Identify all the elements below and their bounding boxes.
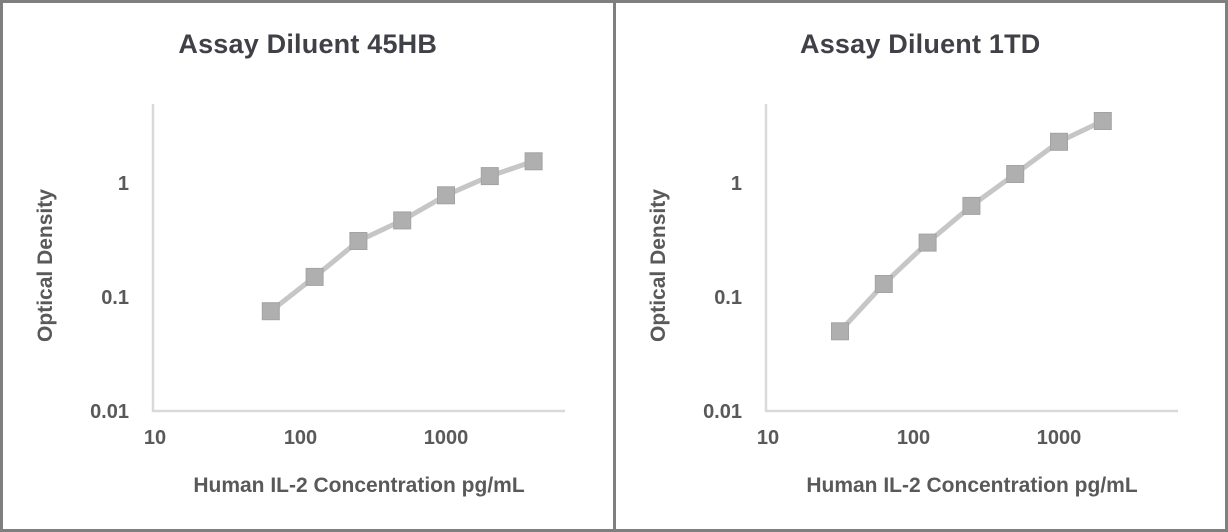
y-tick-label: 0.01 <box>703 401 742 423</box>
series-line <box>837 118 1104 333</box>
x-axis-title: Human IL-2 Concentration pg/mL <box>193 474 525 497</box>
chart-plot-left: 1 0.1 0.01 10 100 1000 Optical Density Human IL… <box>34 104 565 497</box>
data-point-marker <box>1049 132 1068 151</box>
data-point-marker <box>305 267 324 286</box>
data-point-marker <box>874 275 893 293</box>
data-point-marker <box>830 322 849 341</box>
axis-lines <box>764 104 1178 413</box>
y-axis-title: Optical Density <box>34 189 57 342</box>
data-point-marker <box>524 152 543 171</box>
data-point-marker <box>961 196 980 215</box>
x-tick-label: 1000 <box>1036 427 1081 449</box>
y-tick-label: 0.01 <box>90 401 129 423</box>
chart-title-right: Assay Diluent 1TD <box>800 29 1041 59</box>
x-tick-label: 10 <box>144 427 166 449</box>
x-tick-label: 10 <box>756 427 778 449</box>
data-point-marker <box>261 302 280 321</box>
data-point-marker <box>480 167 499 186</box>
data-point-marker <box>393 211 412 230</box>
y-tick-label: 1 <box>118 173 129 195</box>
y-axis-title: Optical Density <box>647 189 670 342</box>
data-point-marker <box>918 233 937 252</box>
chart-panel-right: Assay Diluent 1TD 1 0.1 0.01 10 100 1000 Optic… <box>615 3 1225 529</box>
data-point-marker <box>349 232 368 250</box>
data-point-marker <box>1005 165 1024 183</box>
y-tick-label: 0.1 <box>714 287 742 309</box>
x-tick-label: 1000 <box>424 427 469 449</box>
data-point-marker <box>1093 112 1112 130</box>
x-tick-label: 100 <box>284 427 317 449</box>
chart-plot-right: 1 0.1 0.01 10 100 1000 Optical Density Human IL… <box>647 104 1178 497</box>
y-tick-label: 0.1 <box>101 287 129 309</box>
data-point-marker <box>437 186 455 205</box>
chart-panel-left: Assay Diluent 45HB 1 0.1 0.01 10 100 1000 Opti… <box>3 3 613 529</box>
x-tick-label: 100 <box>896 427 929 449</box>
chart-title-left: Assay Diluent 45HB <box>178 29 438 59</box>
panel-divider <box>612 3 616 529</box>
x-axis-title: Human IL-2 Concentration pg/mL <box>806 474 1138 497</box>
y-tick-label: 1 <box>730 173 741 195</box>
axis-lines <box>151 104 565 413</box>
